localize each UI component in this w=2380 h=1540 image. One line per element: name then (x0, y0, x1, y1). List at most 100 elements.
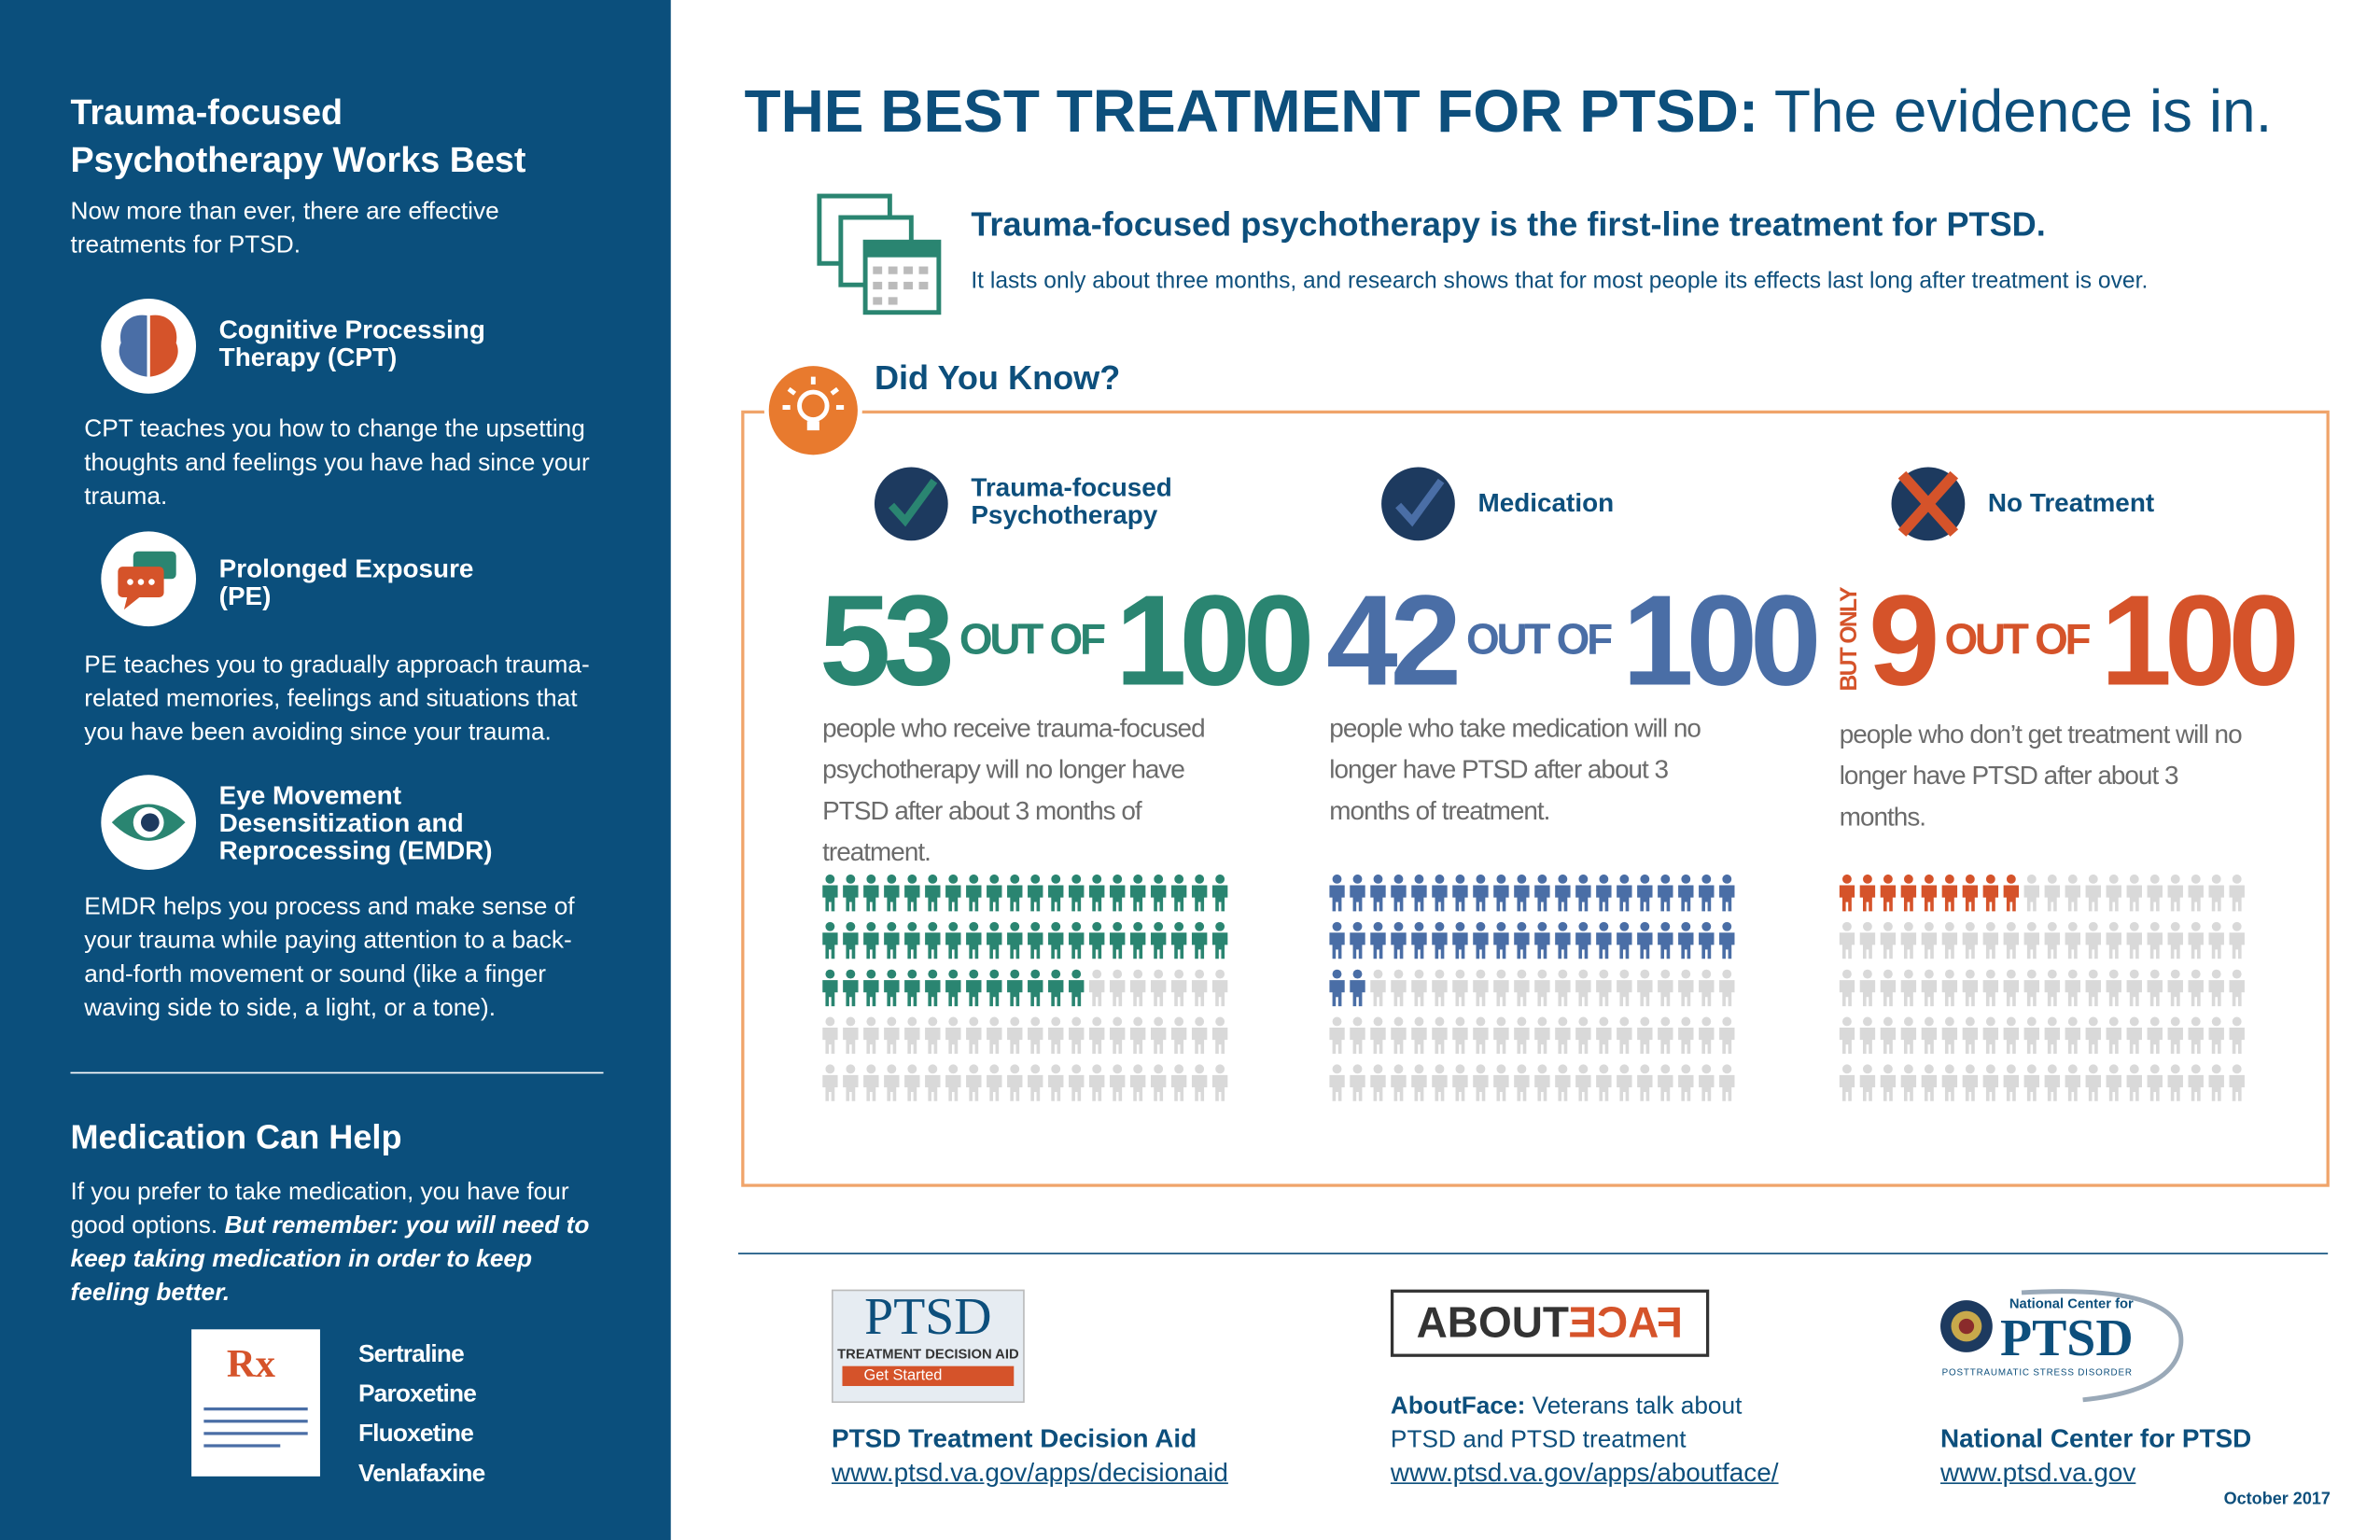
logo-text: PTSD (864, 1289, 992, 1347)
person-body (2167, 980, 2183, 1007)
person-body (1962, 885, 1979, 912)
person-empty (863, 1016, 879, 1054)
person-head (1010, 1016, 1020, 1027)
person-head (1537, 1016, 1547, 1027)
person-head (1985, 1016, 1995, 1027)
person-body (1719, 932, 1735, 959)
person-head (1352, 874, 1363, 884)
person-head (846, 874, 856, 884)
person-head (1578, 1016, 1589, 1027)
person-head (2129, 874, 2139, 884)
person-head (1113, 921, 1123, 931)
stat-value: 9 (1868, 567, 1940, 713)
person-empty (2229, 1064, 2245, 1101)
person-empty (2167, 874, 2183, 912)
person-body (1191, 980, 1208, 1007)
get-started-button[interactable]: Get Started (842, 1365, 1015, 1387)
person-body (1900, 885, 1917, 912)
person-empty (1839, 921, 1855, 959)
person-empty (1391, 1064, 1407, 1101)
person-head (1862, 874, 1872, 884)
person-body (1170, 1074, 1187, 1101)
person-body (1452, 932, 1468, 959)
person-head (1455, 1064, 1465, 1074)
person-body (987, 1028, 1002, 1054)
person-body (1028, 932, 1043, 959)
person-head (2088, 874, 2098, 884)
person-head (846, 969, 856, 979)
logo-right: FACE (1568, 1298, 1684, 1347)
person-empty (1678, 1016, 1694, 1054)
person-empty (1129, 1064, 1146, 1101)
person-body (2147, 932, 2163, 959)
person-head (1883, 921, 1893, 931)
person-empty (2085, 921, 2101, 959)
person-head (1133, 874, 1143, 884)
person-empty (987, 1064, 1002, 1101)
person-head (928, 1064, 938, 1074)
person-body (2126, 1028, 2142, 1054)
person-head (1051, 921, 1061, 931)
bulb-icon (768, 366, 858, 455)
person-body (2188, 1028, 2204, 1054)
person-empty (904, 1064, 920, 1101)
person-filled (1859, 874, 1876, 912)
person-head (1722, 921, 1732, 931)
person-head (1578, 921, 1589, 931)
person-body (1596, 980, 1612, 1007)
person-filled (1432, 921, 1448, 959)
person-body (1534, 932, 1550, 959)
person-body (1859, 980, 1876, 1007)
person-filled (925, 921, 941, 959)
person-empty (1719, 1016, 1735, 1054)
person-filled (1555, 874, 1571, 912)
resource-url[interactable]: www.ptsd.va.gov/apps/aboutface/ (1390, 1458, 1779, 1488)
person-body (1170, 1028, 1187, 1054)
person-head (1195, 969, 1205, 979)
person-empty (1069, 1016, 1085, 1054)
person-filled (1493, 874, 1509, 912)
resource-url[interactable]: www.ptsd.va.gov/apps/decisionaid (832, 1458, 1228, 1488)
person-filled (966, 874, 982, 912)
person-head (825, 969, 835, 979)
person-head (1435, 921, 1445, 931)
person-filled (1839, 874, 1855, 912)
person-body (1089, 885, 1105, 912)
person-filled (1007, 874, 1023, 912)
person-empty (2208, 1064, 2224, 1101)
person-filled (843, 969, 859, 1007)
person-head (1113, 969, 1123, 979)
person-head (1924, 969, 1934, 979)
stat-out-of: OUT OF (1466, 615, 1613, 664)
person-head (1476, 969, 1486, 979)
person-empty (1596, 969, 1612, 1007)
person-empty (1859, 1016, 1876, 1054)
person-body (1432, 932, 1448, 959)
resource-url[interactable]: www.ptsd.va.gov (1940, 1458, 2136, 1488)
person-body (1109, 1074, 1126, 1101)
person-empty (1191, 969, 1208, 1007)
person-body (1129, 932, 1146, 959)
person-body (1329, 1074, 1345, 1101)
person-head (1071, 874, 1082, 884)
person-body (1962, 932, 1979, 959)
person-body (945, 1074, 961, 1101)
person-head (1701, 1016, 1712, 1027)
person-empty (1921, 921, 1938, 959)
person-empty (1637, 1064, 1653, 1101)
person-body (2003, 1028, 2020, 1054)
person-head (866, 1016, 876, 1027)
person-body (1699, 932, 1715, 959)
person-body (1596, 885, 1612, 912)
person-head (2088, 1064, 2098, 1074)
person-body (1941, 980, 1958, 1007)
person-filled (1028, 969, 1043, 1007)
date: October 2017 (2223, 1490, 2331, 1509)
person-head (1965, 921, 1975, 931)
person-body (1129, 1074, 1146, 1101)
person-empty (1982, 1064, 1999, 1101)
person-head (1517, 969, 1527, 979)
person-empty (2106, 1016, 2121, 1054)
person-head (907, 1016, 917, 1027)
person-head (1599, 969, 1609, 979)
